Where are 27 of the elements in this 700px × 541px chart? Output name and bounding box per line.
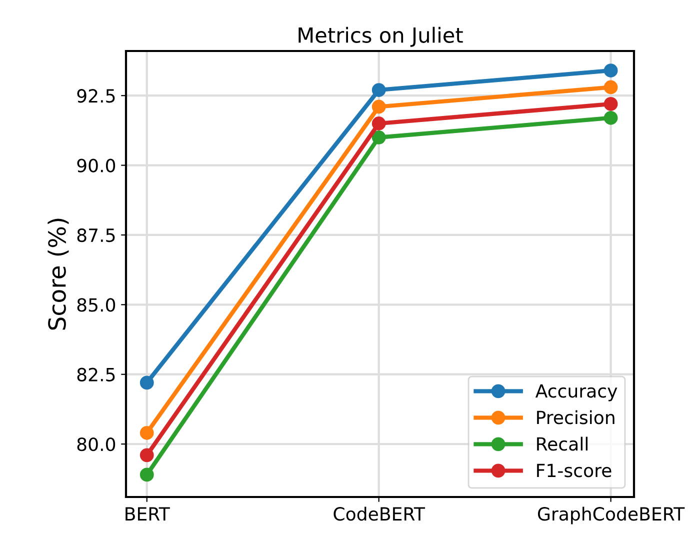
x-tick-label: GraphCodeBERT (538, 506, 685, 524)
legend-label: Recall (537, 436, 588, 451)
point (140, 448, 154, 462)
point (372, 83, 386, 97)
point (604, 110, 618, 125)
point (140, 426, 154, 440)
y-axis-title: Score (%) (48, 218, 69, 330)
point (372, 130, 386, 144)
point (140, 376, 154, 390)
legend-label: F1-score (537, 464, 612, 478)
legend-label: Precision (537, 410, 614, 424)
legend-label: Accuracy (535, 384, 618, 402)
x-tick-label: CodeBERT (334, 506, 426, 521)
point (372, 100, 386, 114)
y-tick-label: 82.5 (77, 368, 115, 382)
y-tick-label: 80.0 (77, 437, 116, 452)
point (372, 116, 386, 130)
point (140, 468, 154, 482)
chart-title: Metrics on Juliet (298, 26, 463, 47)
point (604, 64, 618, 78)
y-tick-label: 90.0 (77, 158, 116, 172)
point (604, 80, 618, 94)
point (604, 97, 618, 111)
y-tick-label: 85.0 (77, 298, 116, 312)
y-tick-label: 92.5 (77, 89, 115, 103)
x-tick-label: BERT (126, 507, 170, 520)
y-tick-label: 87.5 (77, 228, 115, 242)
